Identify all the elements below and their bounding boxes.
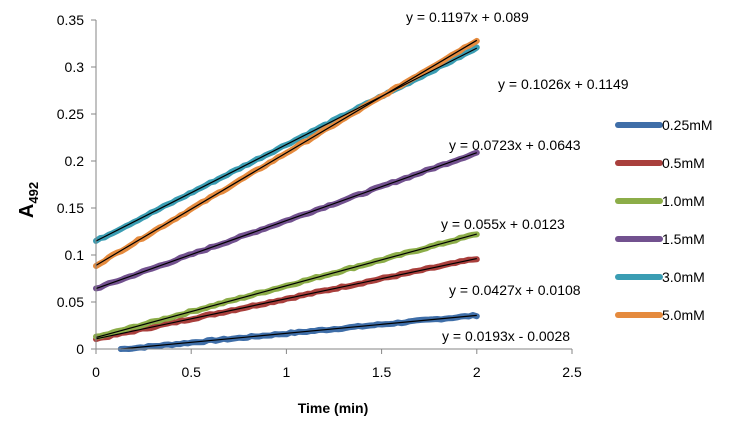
- y-tick-label: 0.35: [57, 12, 84, 28]
- plot-area: [93, 37, 480, 352]
- legend-label-5.0mM: 5.0mM: [662, 307, 705, 323]
- y-tick-label: 0.2: [65, 153, 85, 169]
- legend: 0.25mM 0.5mM 1.0mM 1.5mM 3.0mM 5.0mM: [615, 117, 713, 323]
- x-axis-label: Time (min): [298, 400, 369, 416]
- y-tick-label: 0.3: [65, 59, 85, 75]
- equation-label-1.0mM: y = 0.055x + 0.0123: [441, 216, 565, 232]
- y-tick-label: 0.05: [57, 294, 84, 310]
- legend-label-1.5mM: 1.5mM: [662, 231, 705, 247]
- y-axis-label: A492: [16, 182, 41, 218]
- equation-label-0.25mM: y = 0.0193x - 0.0028: [442, 328, 570, 344]
- trendline-5.0mM: [95, 39, 478, 266]
- trendline-0.5mM: [95, 257, 477, 340]
- equation-label-5.0mM: y = 0.1197x + 0.089: [406, 9, 529, 25]
- legend-label-0.25mM: 0.25mM: [662, 117, 713, 133]
- equation-label-0.5mM: y = 0.0427x + 0.0108: [449, 282, 581, 298]
- y-axis-label-subscript: 492: [26, 182, 41, 204]
- x-tick-label: 1: [283, 364, 291, 380]
- axes: 0 0.05 0.1 0.15 0.2 0.25 0.3 0.35 0 0.5 1 1.5 2 2.5: [57, 12, 582, 380]
- y-tick-label: 0.1: [65, 247, 85, 263]
- x-tick-label: 0.5: [181, 364, 201, 380]
- y-tick-label: 0: [76, 341, 84, 357]
- trendline-equations: y = 0.0193x - 0.0028 y = 0.0427x + 0.0108…: [406, 9, 629, 344]
- y-axis-label-main: A: [16, 204, 38, 218]
- trendline-3.0mM: [95, 47, 478, 242]
- x-tick-label: 2.5: [562, 364, 582, 380]
- trendline-0.25mM: [120, 314, 477, 350]
- trendline-1.5mM: [95, 152, 478, 290]
- trendline-1.0mM: [95, 233, 477, 339]
- y-tick-label: 0.15: [57, 200, 84, 216]
- legend-label-0.5mM: 0.5mM: [662, 155, 705, 171]
- y-tick-label: 0.25: [57, 106, 84, 122]
- x-tick-label: 1.5: [372, 364, 392, 380]
- equation-label-3.0mM: y = 0.1026x + 0.1149: [498, 76, 629, 92]
- legend-label-3.0mM: 3.0mM: [662, 269, 705, 285]
- legend-label-1.0mM: 1.0mM: [662, 193, 705, 209]
- x-tick-label: 0: [92, 364, 100, 380]
- x-tick-label: 2: [473, 364, 481, 380]
- equation-label-1.5mM: y = 0.0723x + 0.0643: [449, 137, 581, 153]
